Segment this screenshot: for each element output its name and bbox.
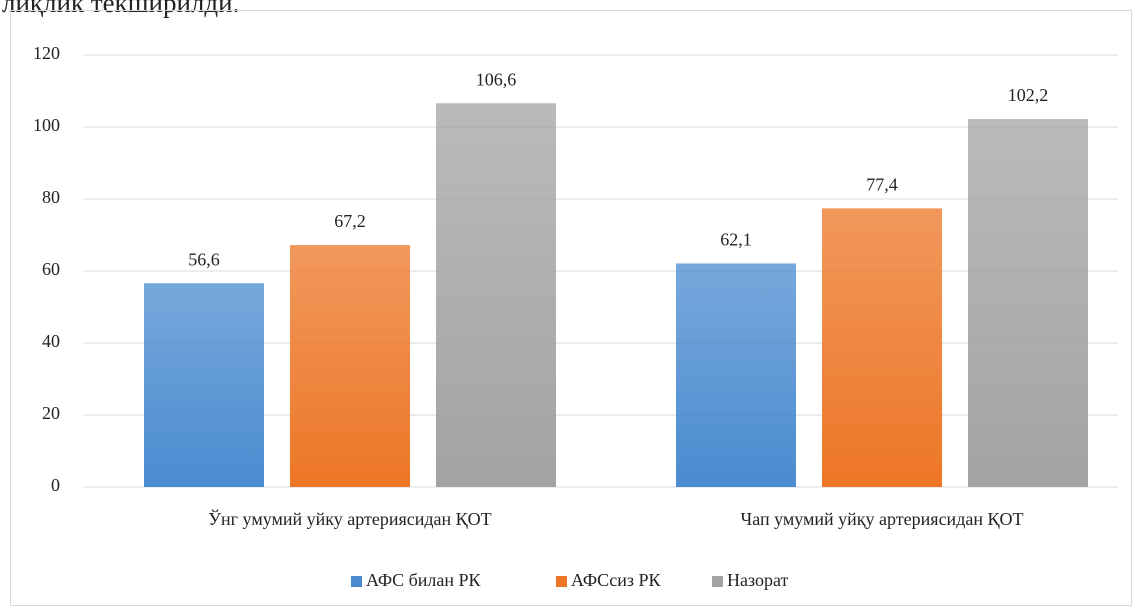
data-label: 77,4 [866, 174, 898, 194]
y-tick-label: 60 [42, 259, 60, 279]
y-tick-label: 100 [33, 115, 60, 135]
y-tick-label: 0 [51, 475, 60, 495]
y-tick-label: 20 [42, 403, 60, 423]
bar [822, 208, 942, 488]
legend-swatch [556, 576, 567, 587]
bar [144, 283, 264, 487]
y-tick-label: 80 [42, 187, 60, 207]
legend-label: Назорат [727, 570, 789, 590]
legend-label: АФСсиз РК [571, 570, 662, 590]
legend-swatch [712, 576, 723, 587]
y-tick-label: 120 [33, 43, 60, 63]
x-tick-label: Ўнг умумий уйку артериясидан ҚОТ [208, 508, 491, 529]
data-label: 56,6 [188, 249, 220, 269]
y-tick-label: 40 [42, 331, 60, 351]
data-label: 102,2 [1008, 85, 1049, 105]
data-label: 62,1 [720, 230, 752, 250]
legend-swatch [351, 576, 362, 587]
x-tick-label: Чап умумий уйқу артериясидан ҚОТ [741, 509, 1024, 529]
bar [436, 103, 556, 488]
bar [968, 119, 1088, 487]
bar [676, 263, 796, 487]
legend-label: АФС билан РК [366, 570, 481, 590]
data-label: 67,2 [334, 211, 366, 231]
text-above: лиқлик текширилди. [2, 0, 239, 18]
chart-frame [10, 10, 1132, 606]
data-label: 106,6 [476, 69, 517, 89]
bar [290, 245, 410, 487]
